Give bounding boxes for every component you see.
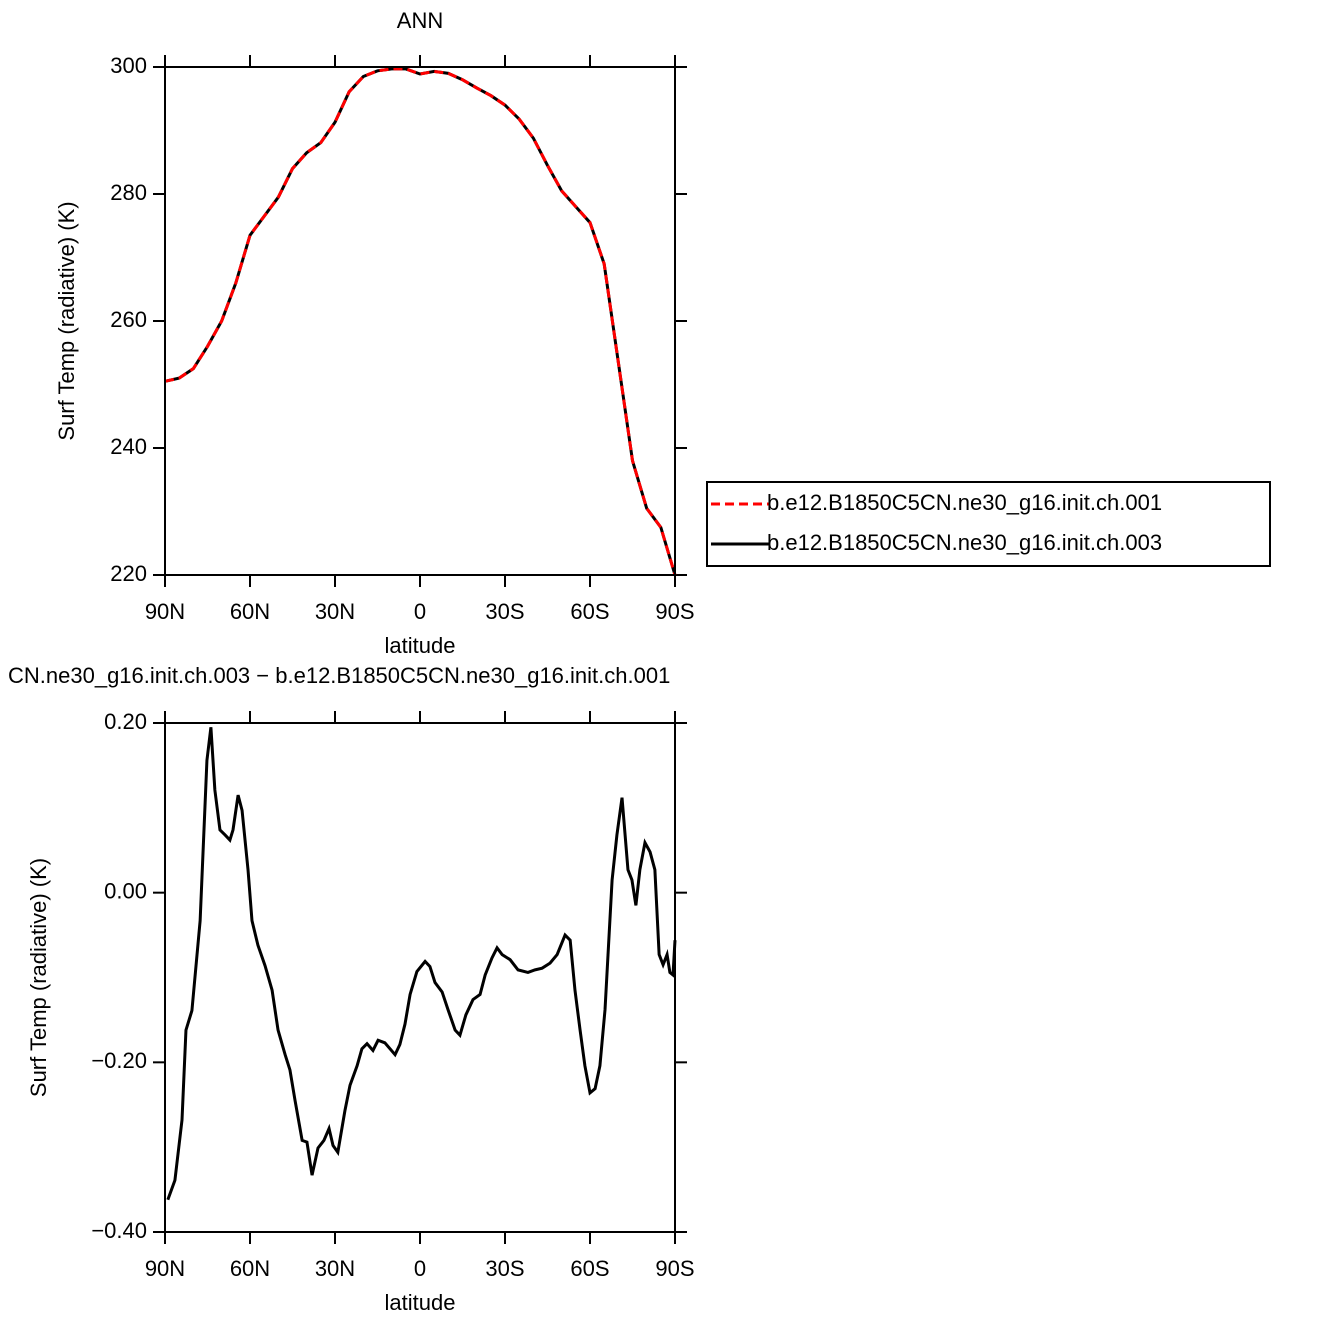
x-tick-label: 90S <box>655 599 694 624</box>
x-tick-label: 30N <box>315 599 355 624</box>
y-tick-label: 280 <box>110 180 147 205</box>
legend-label: b.e12.B1850C5CN.ne30_g16.init.ch.001 <box>767 490 1162 515</box>
x-tick-label: 60N <box>230 1256 270 1281</box>
x-tick-label: 60N <box>230 599 270 624</box>
y-axis-label: Surf Temp (radiative) (K) <box>54 201 79 440</box>
x-tick-label: 30S <box>485 1256 524 1281</box>
y-axis-label: Surf Temp (radiative) (K) <box>26 858 51 1097</box>
x-tick-label: 30N <box>315 1256 355 1281</box>
legend-label: b.e12.B1850C5CN.ne30_g16.init.ch.003 <box>767 530 1162 555</box>
data-line <box>164 67 677 576</box>
y-tick-label: −0.20 <box>91 1048 147 1073</box>
x-tick-label: 0 <box>414 599 426 624</box>
x-tick-label: 90N <box>145 1256 185 1281</box>
x-tick-label: 60S <box>570 1256 609 1281</box>
x-tick-label: 90S <box>655 1256 694 1281</box>
y-tick-label: 260 <box>110 307 147 332</box>
y-tick-label: 220 <box>110 561 147 586</box>
y-tick-label: 0.00 <box>104 878 147 903</box>
y-tick-label: −0.40 <box>91 1218 147 1243</box>
plot-frame <box>164 66 676 576</box>
x-axis-label: latitude <box>385 633 456 658</box>
y-tick-label: 240 <box>110 434 147 459</box>
x-axis-label: latitude <box>385 1290 456 1315</box>
y-tick-label: 0.20 <box>104 709 147 734</box>
x-tick-label: 0 <box>414 1256 426 1281</box>
x-tick-label: 90N <box>145 599 185 624</box>
x-tick-label: 60S <box>570 599 609 624</box>
data-line <box>166 727 677 1201</box>
chart-title: CN.ne30_g16.init.ch.003 − b.e12.B1850C5C… <box>8 663 670 688</box>
chart-title: ANN <box>397 8 443 33</box>
y-tick-label: 300 <box>110 53 147 78</box>
x-tick-label: 30S <box>485 599 524 624</box>
legend-box <box>706 481 1271 567</box>
data-line <box>164 67 677 576</box>
plot-frame <box>164 722 676 1233</box>
